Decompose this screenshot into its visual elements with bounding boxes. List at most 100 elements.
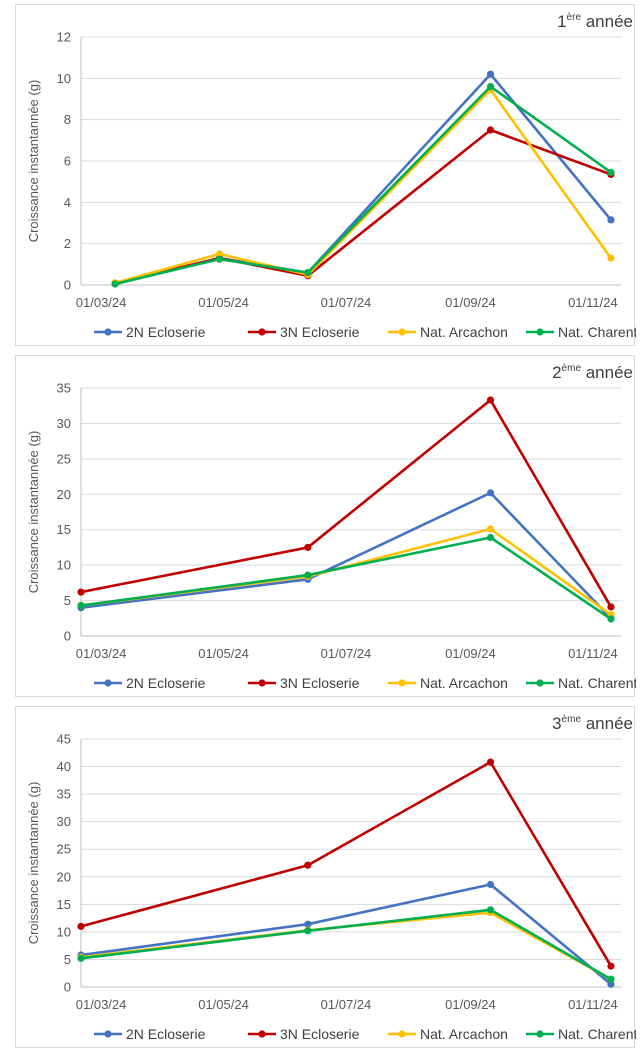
- x-tick-label: 01/09/24: [445, 295, 496, 310]
- y-tick-label: 15: [57, 897, 71, 912]
- y-tick-label: 15: [57, 522, 71, 537]
- series-3n-ecloserie: [77, 396, 615, 611]
- y-tick-label: 10: [57, 924, 71, 939]
- data-point: [607, 216, 615, 224]
- x-tick-label: 01/05/24: [198, 997, 249, 1012]
- legend-entry: 3N Ecloserie: [248, 324, 360, 340]
- x-tick-label: 01/03/24: [76, 295, 127, 310]
- data-point: [304, 927, 312, 935]
- y-tick-label: 2: [64, 236, 71, 251]
- legend-label: 3N Ecloserie: [280, 675, 360, 691]
- series-line: [79, 760, 613, 968]
- chart-title: 3ème année: [552, 714, 633, 733]
- y-tick-label: 45: [57, 732, 71, 747]
- legend-entry: 2N Ecloserie: [94, 324, 206, 340]
- legend-marker: [104, 679, 112, 687]
- y-tick-label: 35: [57, 381, 71, 396]
- y-axis-label: Croissance instantannée (g): [26, 782, 41, 945]
- legend-marker: [258, 679, 266, 687]
- legend-label: 2N Ecloserie: [126, 324, 206, 340]
- data-point: [607, 603, 615, 611]
- legend-entry: Nat. Arcachon: [388, 675, 508, 691]
- legend-marker: [258, 328, 266, 336]
- x-tick-label: 01/03/24: [76, 646, 127, 661]
- data-point: [486, 70, 495, 78]
- legend-label: Nat. Arcachon: [420, 324, 508, 340]
- legend-entry: Nat. Charente: [526, 324, 636, 340]
- legend-entry: 3N Ecloserie: [248, 1026, 360, 1042]
- legend-entry: 2N Ecloserie: [94, 1026, 206, 1042]
- y-tick-label: 30: [57, 814, 71, 829]
- series-nat-charente: [77, 906, 615, 983]
- series-2n-ecloserie: [77, 489, 615, 622]
- y-tick-label: 12: [57, 30, 71, 45]
- y-tick-label: 40: [57, 759, 71, 774]
- data-point: [486, 525, 495, 533]
- chart-year-2: 0 5 10 15 20 25 30 35 01/03/24 01/05/24 01/07/24 01…: [15, 355, 636, 697]
- legend-marker: [398, 1030, 406, 1038]
- data-point: [77, 922, 85, 930]
- x-tick-label: 01/09/24: [445, 646, 496, 661]
- data-point: [486, 126, 495, 134]
- x-tick-label: 01/11/24: [568, 646, 618, 661]
- legend-marker: [104, 1030, 112, 1038]
- series-3n-ecloserie: [77, 758, 615, 970]
- series-2n-ecloserie: [77, 880, 615, 988]
- legend-label: 3N Ecloserie: [280, 1026, 360, 1042]
- y-tick-label: 4: [64, 195, 71, 210]
- y-tick-label: 6: [64, 154, 71, 169]
- legend-marker: [104, 328, 112, 336]
- data-point: [304, 543, 312, 552]
- y-tick-label: 35: [57, 787, 71, 802]
- legend-label: Nat. Charente: [558, 324, 636, 340]
- legend-label: Nat. Charente: [558, 1026, 636, 1042]
- legend-label: 3N Ecloserie: [280, 324, 360, 340]
- series-line: [113, 85, 613, 286]
- data-point: [607, 254, 615, 262]
- data-point: [607, 168, 615, 176]
- y-tick-label: 30: [57, 416, 71, 431]
- series-nat-charente: [111, 83, 615, 288]
- x-tick-label: 01/05/24: [198, 646, 249, 661]
- chart-svg: 0 2 4 6 8 10 12 01/03/24 01/05/24 01/07/24 01/09/2…: [26, 12, 636, 340]
- legend-marker: [258, 1030, 266, 1038]
- data-point: [486, 880, 495, 889]
- chart-year-1: 0 2 4 6 8 10 12 01/03/24 01/05/24 01/07/24 01/09/2…: [15, 4, 636, 346]
- legend-label: 2N Ecloserie: [126, 1026, 206, 1042]
- data-point: [607, 962, 615, 970]
- x-tick-label: 01/07/24: [321, 997, 372, 1012]
- data-point: [215, 255, 224, 263]
- chart-title: 2ème année: [552, 363, 633, 382]
- chart-svg: 0 5 10 15 20 25 30 35 01/03/24 01/05/24 01/07/24 01…: [26, 363, 636, 691]
- legend-label: Nat. Arcachon: [420, 675, 508, 691]
- legend-label: Nat. Charente: [558, 675, 636, 691]
- y-tick-label: 0: [64, 629, 71, 644]
- chart-year-3: 0 5 10 15 20 25 30 35 40 45 01/03/24 01/05/24 01/07/…: [15, 706, 636, 1048]
- data-point: [111, 280, 119, 288]
- legend-marker: [536, 679, 544, 687]
- y-tick-label: 20: [57, 869, 71, 884]
- y-tick-label: 0: [64, 980, 71, 995]
- chart-svg: 0 5 10 15 20 25 30 35 40 45 01/03/24 01/05/24 01/07/…: [26, 714, 636, 1042]
- legend-entry: Nat. Arcachon: [388, 324, 508, 340]
- data-point: [486, 758, 495, 766]
- y-tick-label: 10: [57, 558, 71, 573]
- legend-label: 2N Ecloserie: [126, 675, 206, 691]
- y-axis-label: Croissance instantannée (g): [26, 431, 41, 594]
- data-point: [77, 588, 85, 596]
- y-tick-label: 25: [57, 451, 71, 466]
- series-line: [79, 491, 613, 620]
- legend-marker: [536, 1030, 544, 1038]
- series-2n-ecloserie: [111, 70, 615, 288]
- legend-marker: [398, 679, 406, 687]
- legend-label: Nat. Arcachon: [420, 1026, 508, 1042]
- data-point: [304, 571, 312, 579]
- series-line: [79, 527, 613, 617]
- data-point: [486, 533, 495, 542]
- x-tick-label: 01/09/24: [445, 997, 496, 1012]
- y-axis-label: Croissance instantannée (g): [26, 80, 41, 243]
- legend-entry: Nat. Charente: [526, 675, 636, 691]
- legend-entry: 3N Ecloserie: [248, 675, 360, 691]
- series-line: [113, 72, 613, 286]
- y-tick-label: 25: [57, 842, 71, 857]
